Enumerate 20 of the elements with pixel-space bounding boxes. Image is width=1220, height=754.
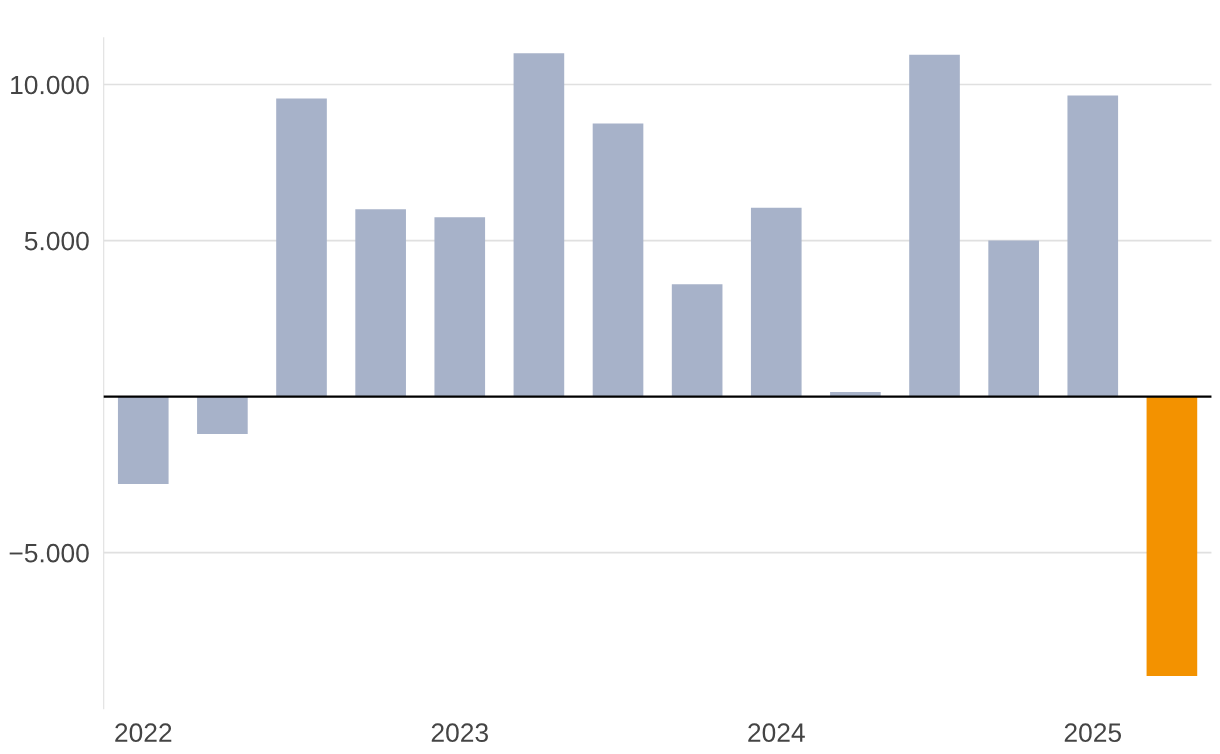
bar xyxy=(434,217,486,397)
bar xyxy=(1067,95,1119,397)
bar xyxy=(750,207,802,397)
bar xyxy=(276,98,327,397)
x-tick-label: 2022 xyxy=(115,723,172,743)
bar xyxy=(513,53,565,397)
y-tick-label: 10.000 xyxy=(11,75,89,95)
bar xyxy=(1146,396,1198,676)
bar xyxy=(355,209,406,397)
x-tick-label: 2023 xyxy=(431,723,488,743)
y-tick-label: 5.000 xyxy=(24,231,89,251)
bar xyxy=(197,396,248,435)
bar xyxy=(988,240,1039,397)
bar xyxy=(592,123,644,397)
bar xyxy=(909,54,960,397)
bar xyxy=(117,396,169,485)
bar xyxy=(671,284,723,397)
x-tick-label: 2024 xyxy=(748,723,805,743)
x-tick-label: 2025 xyxy=(1064,723,1122,743)
y-tick-label: −5.000 xyxy=(9,543,89,563)
